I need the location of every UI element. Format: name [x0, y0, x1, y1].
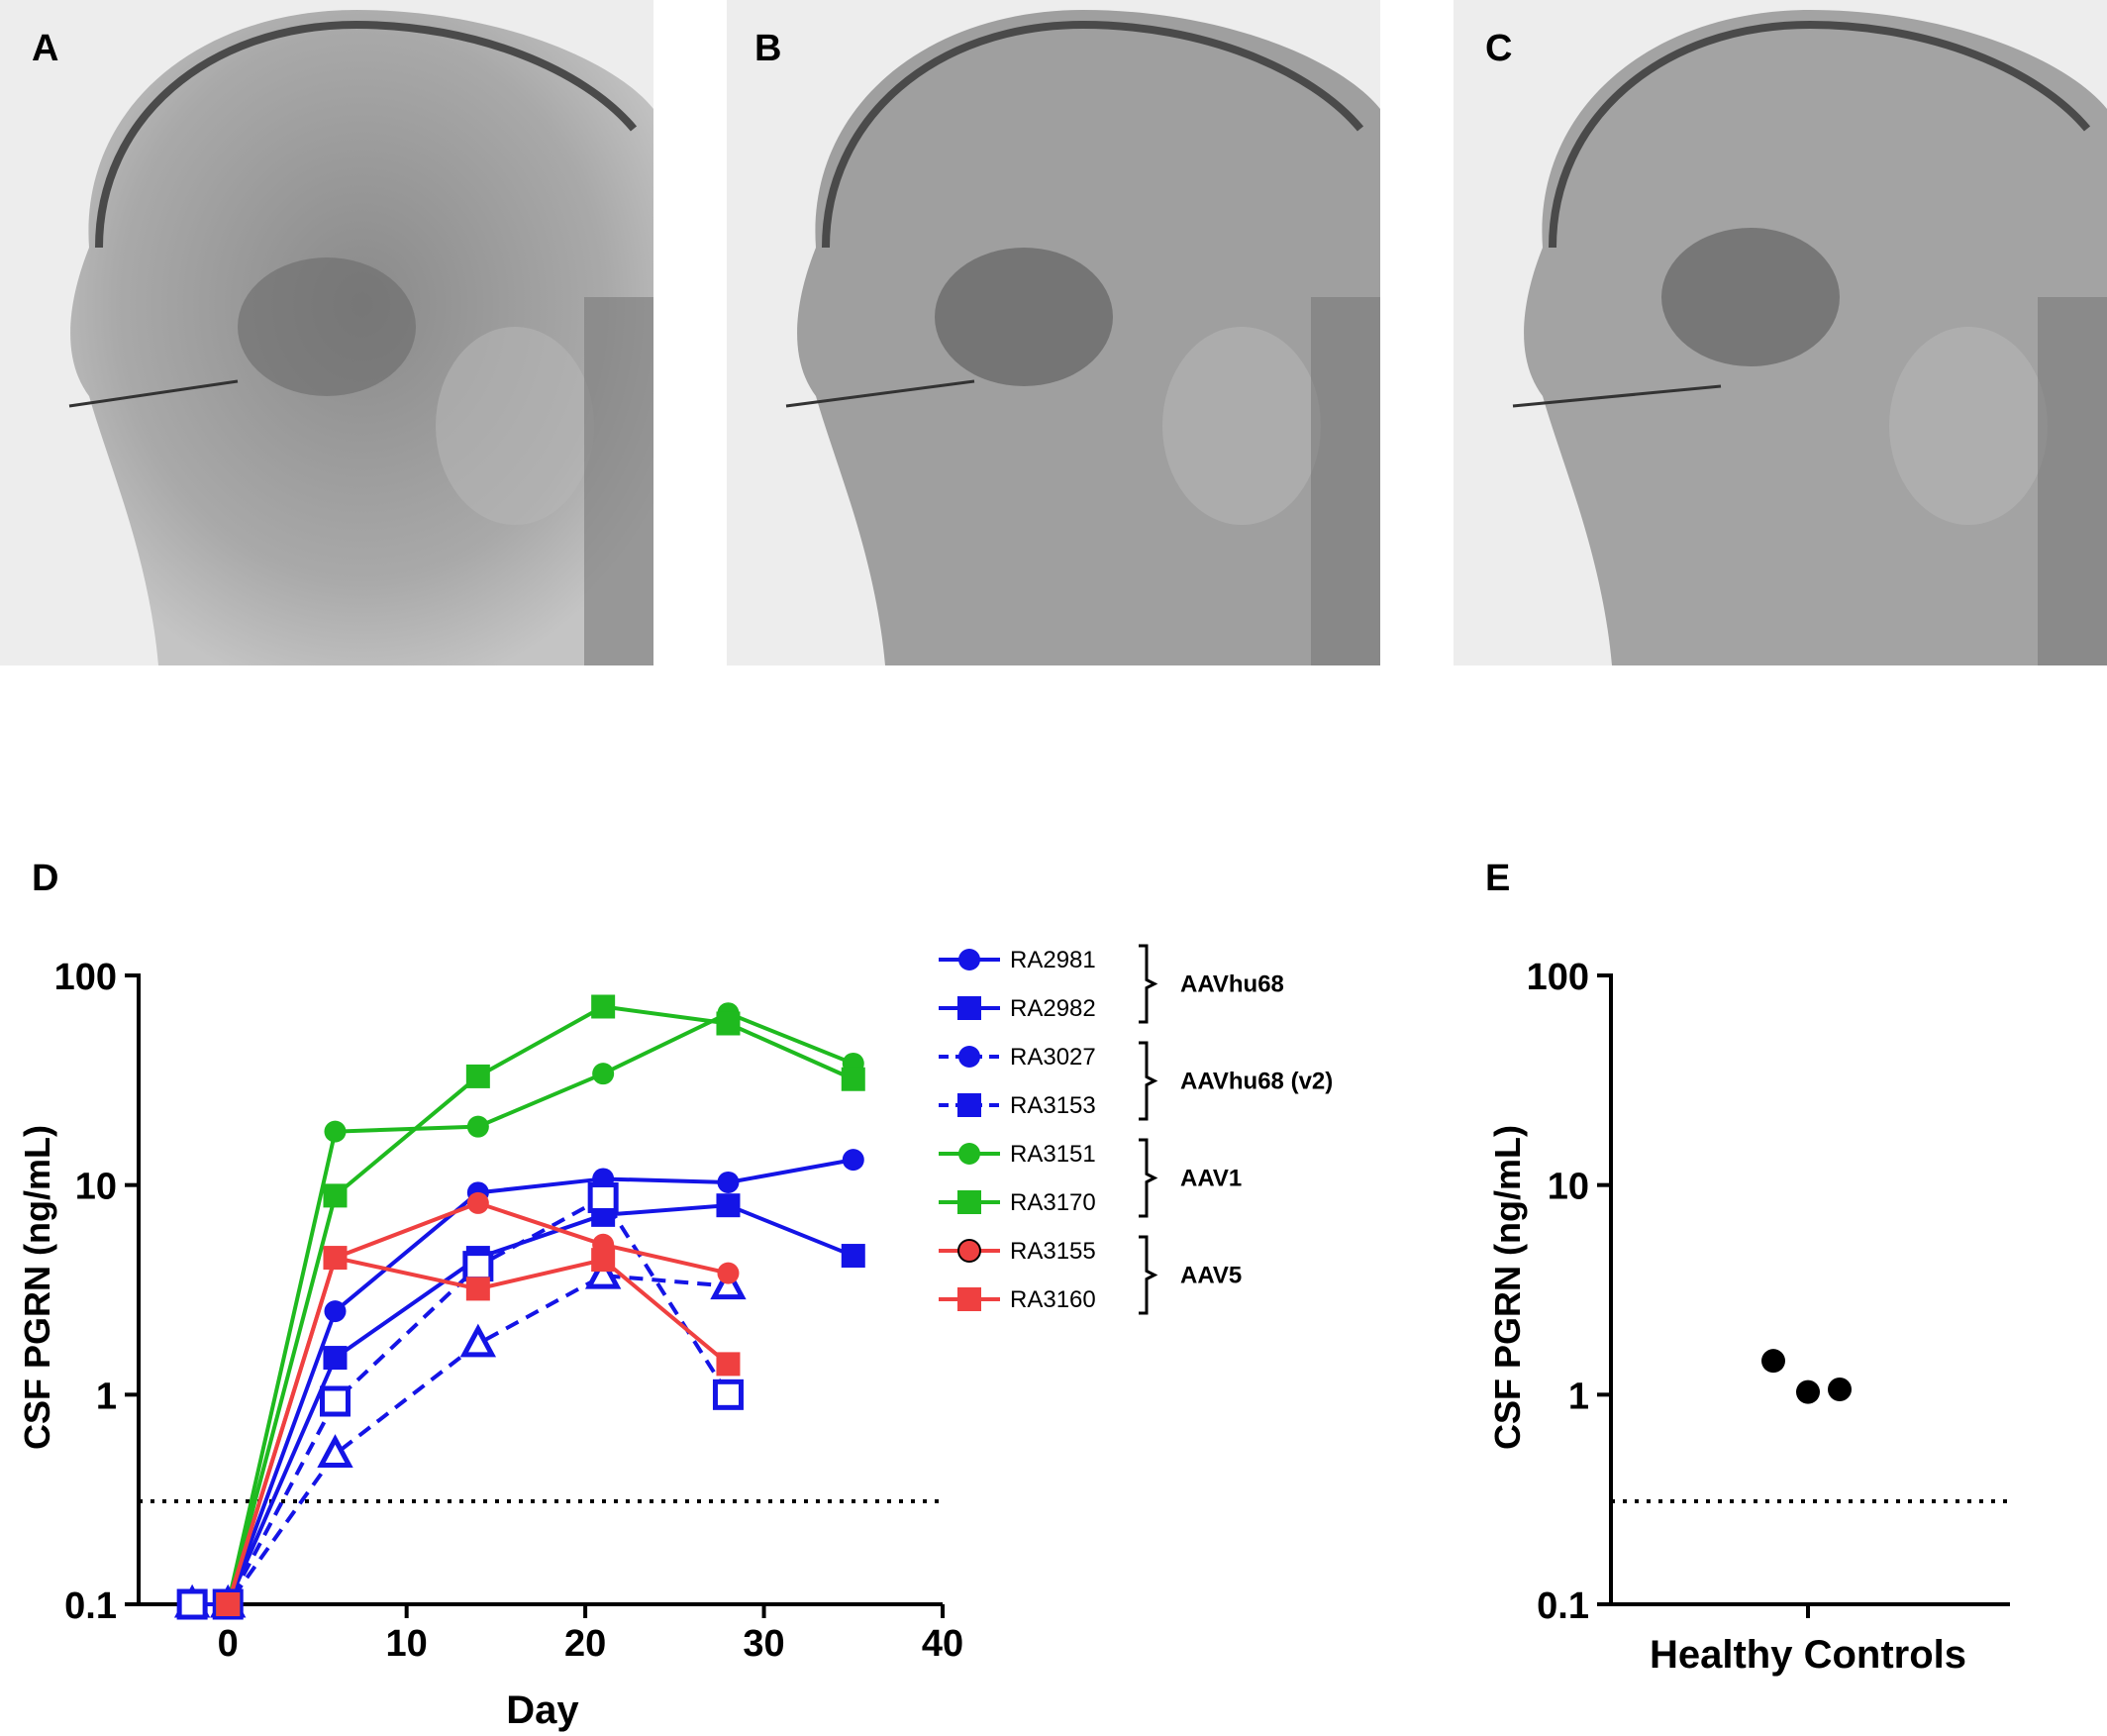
legend-marker-ra3155	[957, 1239, 981, 1263]
data-point-ra3160	[465, 1276, 490, 1301]
panel-label-d: D	[32, 858, 59, 899]
healthy-control-point	[1828, 1377, 1852, 1401]
legend-group-bracket	[1139, 1235, 1158, 1315]
chart-d-x-tick-label: 20	[564, 1623, 606, 1665]
legend-marker-ra2982	[957, 996, 981, 1020]
legend-marker-ra3160	[957, 1287, 981, 1311]
xray-image-b	[727, 0, 1380, 665]
legend-group-label: AAV5	[1180, 1263, 1242, 1289]
data-point-ra3151	[466, 1115, 489, 1138]
data-point-ra3160	[591, 1248, 616, 1273]
data-point-ra3170	[841, 1067, 865, 1091]
data-point-ra3155	[466, 1191, 489, 1214]
chart-e-y-tick-label: 10	[1548, 1167, 1589, 1208]
data-point-ra3027	[317, 1434, 353, 1468]
chart-e-y-axis-label: CSF PGRN (ng/mL)	[1487, 1125, 1528, 1450]
chart-d-x-axis-label: Day	[506, 1688, 579, 1732]
data-point-ra2982	[716, 1193, 741, 1218]
healthy-control-point	[1761, 1349, 1785, 1374]
series-line-ra3170	[226, 1004, 854, 1605]
legend-label-ra3170: RA3170	[1010, 1189, 1096, 1216]
legend-group-label: AAVhu68 (v2)	[1180, 1069, 1333, 1095]
chart-d-x-tick-label: 10	[386, 1623, 428, 1665]
legend-marker-ra3027	[958, 1046, 980, 1068]
legend-label-ra3027: RA3027	[1010, 1044, 1096, 1071]
legend-marker-ra3151	[958, 1143, 980, 1165]
data-point-ra2982	[323, 1346, 348, 1371]
panel-label-b: B	[754, 28, 782, 69]
chart-d-y-tick-label: 0.1	[64, 1585, 117, 1627]
data-point-ra3170	[716, 1011, 741, 1036]
data-point-ra3155	[717, 1262, 740, 1284]
data-point-ra3160	[216, 1592, 241, 1616]
data-point-ra3153	[319, 1385, 351, 1417]
data-point-ra3027	[584, 1255, 622, 1289]
legend-marker-ra2981	[958, 949, 980, 970]
chart-d-y-tick-label: 1	[96, 1376, 117, 1417]
legend-group-label: AAVhu68	[1180, 971, 1284, 998]
chart-e-y-tick-label: 0.1	[1537, 1585, 1589, 1627]
chart-d-y-tick-label: 100	[54, 957, 117, 998]
legend-label-ra3160: RA3160	[1010, 1286, 1096, 1313]
panel-label-e: E	[1485, 858, 1511, 899]
data-point-ra2981	[842, 1149, 864, 1172]
chart-d-x-tick-label: 40	[922, 1623, 963, 1665]
data-point-ra3170	[465, 1064, 490, 1088]
xray-image-a	[0, 0, 653, 665]
xray-image-c	[1454, 0, 2107, 665]
chart-e-y-tick-label: 1	[1568, 1376, 1589, 1417]
legend-group-label: AAV1	[1180, 1166, 1242, 1192]
legend-label-ra3151: RA3151	[1010, 1141, 1096, 1168]
data-point-ra3027	[459, 1323, 497, 1358]
legend-label-ra3155: RA3155	[1010, 1238, 1096, 1265]
series-line-ra3151	[226, 1011, 854, 1605]
chart-d-y-tick-label: 10	[75, 1167, 117, 1208]
data-point-ra3160	[323, 1246, 348, 1271]
panel-label-a: A	[32, 28, 59, 69]
chart-e-y-tick-label: 100	[1527, 957, 1589, 998]
data-point-ra3153	[587, 1181, 619, 1213]
data-point-ra3153	[176, 1588, 208, 1620]
data-point-ra2981	[717, 1171, 740, 1193]
legend-group-bracket	[1139, 1041, 1158, 1121]
chart-d-x-tick-label: 30	[743, 1623, 784, 1665]
data-point-ra3160	[716, 1352, 741, 1377]
legend-group-bracket	[1139, 944, 1158, 1024]
data-point-ra2982	[841, 1244, 865, 1269]
legend-group-bracket	[1139, 1138, 1158, 1218]
panel-label-c: C	[1485, 28, 1513, 69]
legend-label-ra2982: RA2982	[1010, 995, 1096, 1022]
chart-d-y-axis-label: CSF PGRN (ng/mL)	[17, 1125, 57, 1450]
data-point-ra2981	[324, 1300, 347, 1323]
chart-d-x-tick-label: 0	[218, 1623, 239, 1665]
healthy-control-point	[1796, 1379, 1820, 1404]
legend-label-ra2981: RA2981	[1010, 947, 1096, 973]
legend-marker-ra3170	[957, 1190, 981, 1214]
data-point-ra3151	[592, 1063, 615, 1085]
data-point-ra3170	[323, 1183, 348, 1208]
chart-e-x-axis-label: Healthy Controls	[1650, 1633, 1966, 1677]
legend-marker-ra3153	[957, 1093, 981, 1117]
legend-label-ra3153: RA3153	[1010, 1092, 1096, 1119]
data-point-ra3170	[591, 994, 616, 1019]
data-point-ra3151	[324, 1120, 347, 1143]
data-point-ra3153	[712, 1379, 744, 1410]
